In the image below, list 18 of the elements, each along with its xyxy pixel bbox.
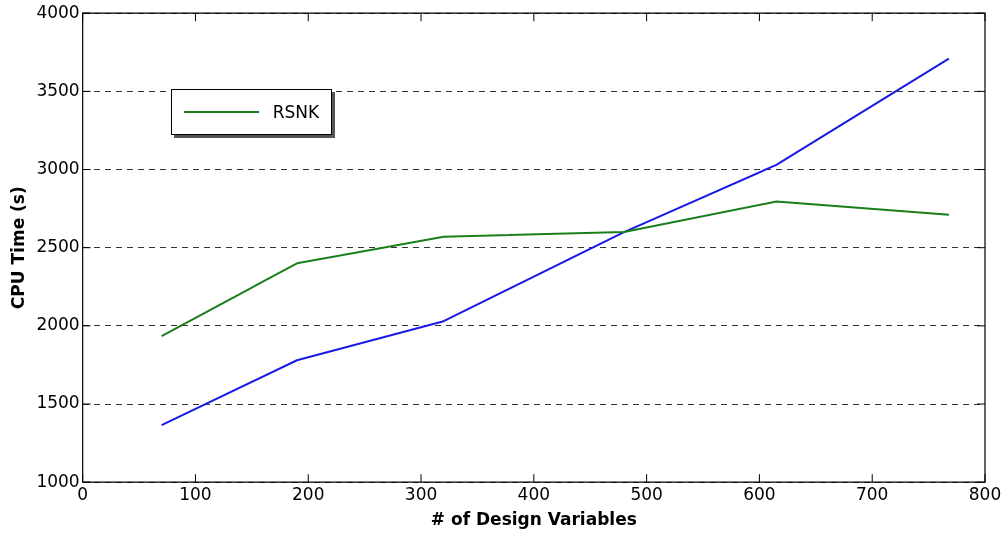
- y-tick-label: 2500: [36, 236, 80, 257]
- y-tick-label: 4000: [36, 1, 80, 22]
- x-axis-title: # of Design Variables: [430, 509, 637, 530]
- x-tick-label: 400: [517, 483, 551, 504]
- x-tick-label: 800: [968, 483, 1002, 504]
- x-tick-label: 600: [743, 483, 776, 504]
- x-tick-label: 500: [630, 483, 663, 504]
- legend-label: RSNK: [272, 102, 320, 123]
- y-tick-label: 3000: [36, 157, 80, 178]
- y-tick-label: 2000: [36, 314, 80, 335]
- x-tick-label: 300: [404, 483, 438, 504]
- x-tick-label: 0: [77, 483, 89, 504]
- x-tick-label: 100: [179, 483, 212, 504]
- y-tick-label: 3500: [36, 79, 80, 100]
- y-axis-title: CPU Time (s): [7, 186, 28, 310]
- x-tick-label: 700: [855, 483, 889, 504]
- x-tick-label: 200: [292, 483, 325, 504]
- y-tick-label: 1500: [36, 392, 80, 413]
